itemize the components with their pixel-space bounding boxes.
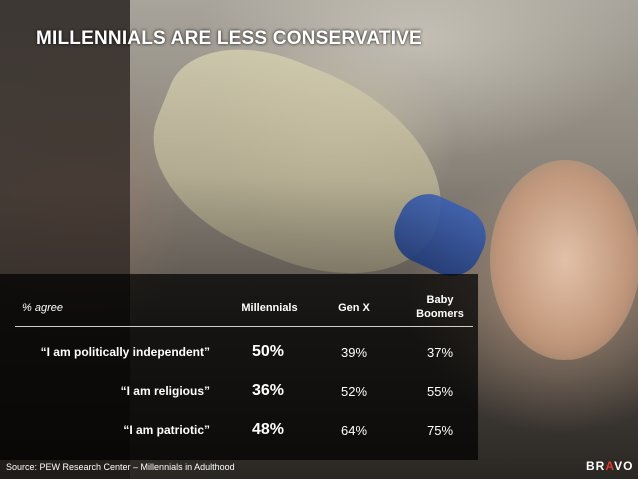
logo-part2: VO xyxy=(614,459,634,473)
cell-millennials-religious: 36% xyxy=(251,382,285,399)
header-gen-x: Gen X xyxy=(338,302,370,314)
slide-title: MILLENNIALS ARE LESS CONSERVATIVE xyxy=(36,28,422,49)
row-label-independent: “I am politically independent” xyxy=(40,345,210,359)
cell-boomers-independent: 37% xyxy=(426,345,454,360)
cell-boomers-patriotic: 75% xyxy=(426,423,454,438)
header-baby-boomers: Baby Boomers xyxy=(416,294,464,320)
cell-millennials-independent: 50% xyxy=(251,343,285,360)
logo-part1: BR xyxy=(586,459,606,473)
protester-face-photo xyxy=(490,160,638,360)
header-millennials: Millennials xyxy=(241,302,298,314)
logo-accent: A xyxy=(605,459,615,473)
bravo-logo: BRAVO xyxy=(586,459,633,473)
cell-boomers-religious: 55% xyxy=(426,384,454,399)
data-table-panel xyxy=(0,274,478,460)
source-citation: Source: PEW Research Center – Millennial… xyxy=(6,462,235,472)
row-label-patriotic: “I am patriotic” xyxy=(123,423,210,437)
cell-genx-independent: 39% xyxy=(340,345,368,360)
row-label-religious: “I am religious” xyxy=(120,384,210,398)
cell-genx-patriotic: 64% xyxy=(340,423,368,438)
cell-genx-religious: 52% xyxy=(340,384,368,399)
header-percent-agree: % agree xyxy=(22,302,63,314)
header-divider xyxy=(15,326,473,327)
cell-millennials-patriotic: 48% xyxy=(251,421,285,438)
